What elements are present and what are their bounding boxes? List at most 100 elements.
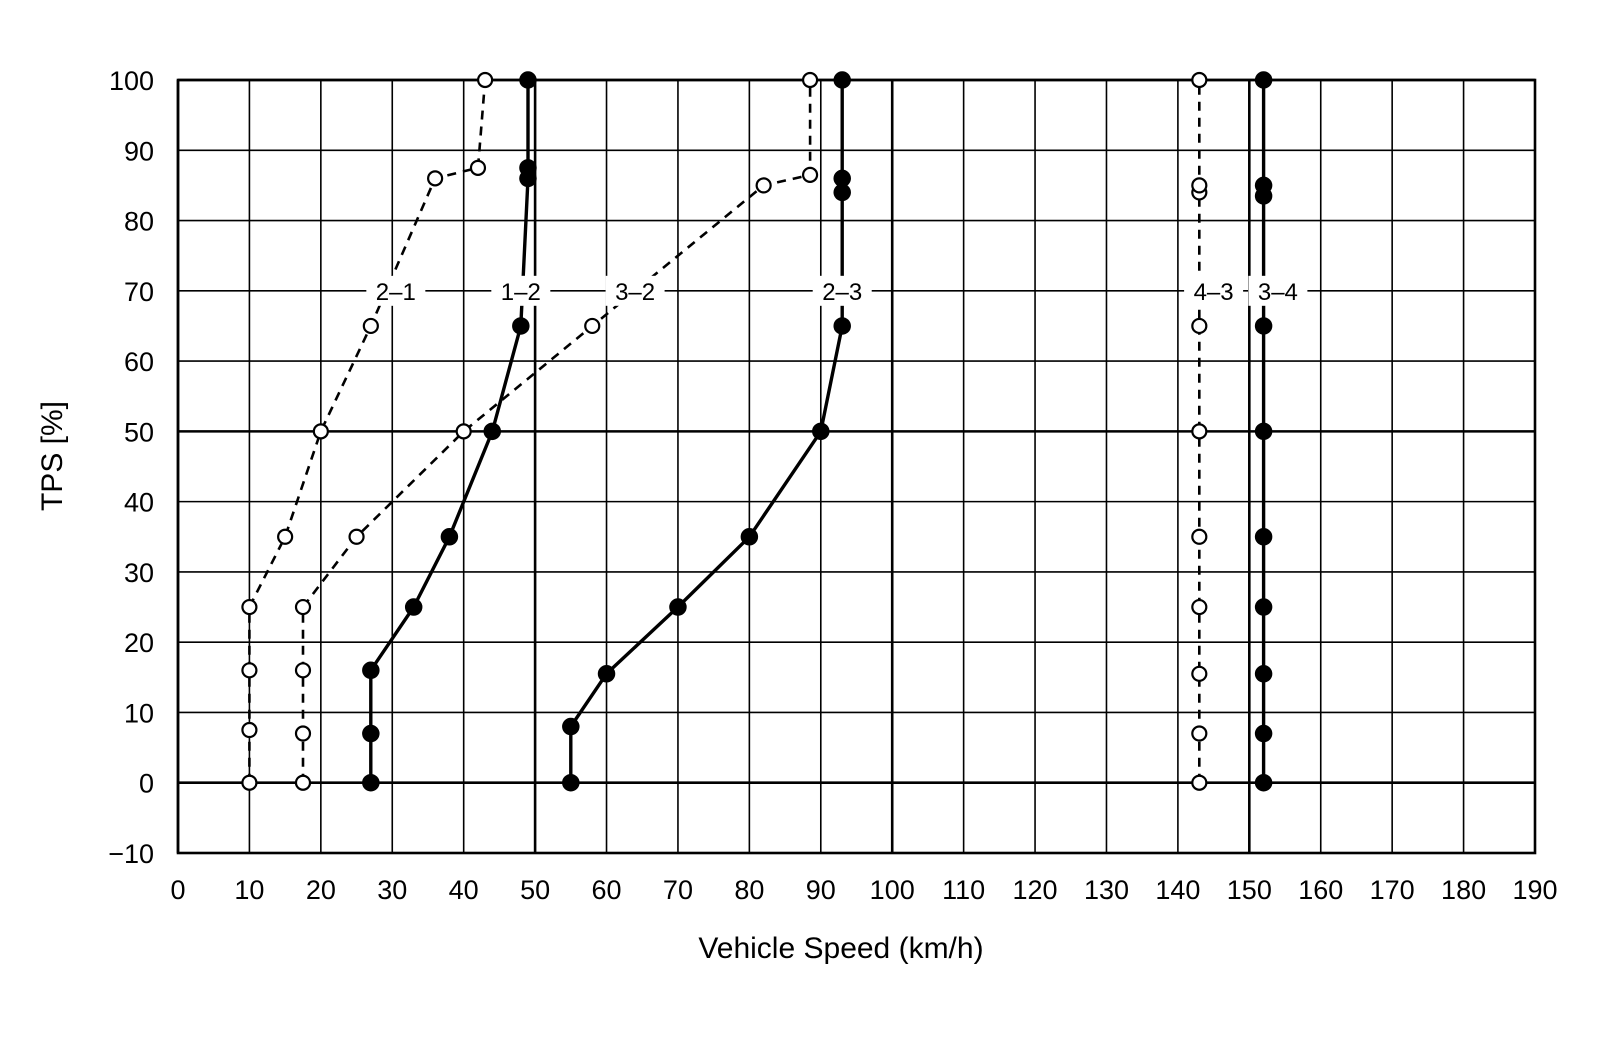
filled-data-point (1254, 317, 1273, 335)
open-data-point (469, 159, 487, 176)
series-label: 3–4 (1258, 279, 1298, 306)
open-data-point (362, 317, 379, 335)
x-tick-label: 150 (1227, 875, 1272, 905)
x-tick-label: 60 (592, 875, 622, 905)
open-data-point (241, 598, 258, 616)
x-tick-label: 20 (306, 875, 336, 905)
series-labels: 2–1 1–2 3–2 2–3 4–3 3–4 (366, 275, 1308, 306)
series-line (248, 79, 487, 783)
filled-data-point (483, 422, 502, 441)
x-tick-label: 70 (663, 875, 693, 905)
filled-data-point (519, 71, 537, 89)
open-data-point (1191, 71, 1208, 89)
open-data-point (1191, 423, 1208, 440)
open-data-point (1191, 774, 1208, 791)
filled-data-point (362, 724, 380, 743)
filled-data-point (562, 773, 580, 792)
series-label-background (605, 275, 665, 306)
x-tick-label: 140 (1155, 875, 1200, 905)
series-label: 3–2 (615, 279, 655, 306)
series-label-background (366, 275, 426, 306)
x-tick-label: 40 (449, 875, 479, 905)
x-tick-label: 100 (870, 875, 915, 905)
x-tick-label: 160 (1298, 875, 1343, 905)
x-tick-label: 10 (234, 875, 264, 905)
filled-data-point (1254, 71, 1273, 89)
filled-data-point (519, 159, 537, 177)
y-tick-label: 0 (139, 769, 154, 799)
x-tick-label: 190 (1512, 875, 1557, 905)
x-tick-label: 110 (942, 875, 985, 905)
y-tick-label: 70 (124, 277, 154, 307)
tick-labels: 0 10 20 30 40 50 60 70 80 90 100 110 120 130 140 150 160… (108, 66, 1557, 905)
open-data-point (755, 177, 772, 194)
filled-data-point (404, 598, 423, 616)
open-data-point (241, 774, 258, 791)
x-axis-title: Vehicle Speed (km/h) (698, 932, 983, 965)
open-data-point (241, 662, 258, 679)
plot-frame (176, 78, 1537, 855)
open-data-point (241, 721, 258, 739)
series-label-background (1184, 275, 1244, 306)
filled-data-point (740, 528, 759, 546)
filled-data-point (597, 665, 616, 683)
open-data-point (312, 423, 329, 440)
open-data-point (1191, 317, 1208, 335)
open-data-point (1191, 665, 1208, 682)
open-data-point (294, 662, 312, 679)
y-tick-label: 10 (124, 698, 154, 728)
grid (176, 78, 1537, 855)
y-tick-label: 30 (124, 558, 154, 588)
open-data-point (801, 166, 819, 183)
open-data-point (801, 71, 819, 89)
filled-data-point (1254, 665, 1273, 683)
x-tick-label: 0 (170, 875, 185, 905)
x-tick-label: 180 (1441, 875, 1486, 905)
x-tick-label: 30 (377, 875, 407, 905)
open-data-point (427, 170, 444, 187)
open-data-point (455, 423, 472, 440)
x-tick-label: 120 (1013, 875, 1058, 905)
filled-data-point (1254, 773, 1273, 792)
filled-data-point (1254, 176, 1273, 195)
x-tick-label: 80 (734, 875, 764, 905)
filled-data-point (362, 773, 380, 792)
open-data-point (1191, 528, 1208, 545)
open-data-point (294, 774, 312, 791)
y-tick-label: −10 (108, 839, 154, 869)
open-data-point (294, 725, 312, 742)
filled-data-point (1254, 598, 1273, 616)
filled-data-point (1254, 724, 1273, 743)
series-label-background (812, 275, 872, 306)
filled-data-point (833, 169, 851, 188)
filled-data-point (669, 598, 687, 616)
y-tick-label: 100 (109, 66, 154, 96)
filled-data-point (833, 71, 851, 89)
open-data-point (477, 71, 494, 89)
open-data-point (294, 598, 312, 616)
filled-data-point (440, 528, 459, 546)
series-label: 2–1 (376, 279, 416, 306)
series-line (301, 80, 812, 783)
open-data-point (1191, 177, 1208, 194)
y-axis-title: TPS [%] (36, 401, 69, 511)
y-tick-label: 20 (124, 628, 154, 658)
y-tick-label: 40 (124, 488, 154, 518)
x-tick-label: 170 (1370, 875, 1415, 905)
series-label: 4–3 (1194, 279, 1234, 306)
x-tick-label: 90 (806, 875, 836, 905)
open-data-point (1191, 598, 1208, 616)
open-data-point (277, 528, 294, 545)
filled-data-point (1254, 528, 1273, 546)
series-label-background (491, 275, 551, 306)
series-label: 1–2 (501, 279, 541, 306)
filled-data-point (812, 422, 830, 441)
y-tick-label: 60 (124, 347, 154, 377)
open-data-point (348, 528, 365, 545)
y-tick-label: 90 (124, 136, 154, 166)
x-tick-label: 50 (520, 875, 550, 905)
y-tick-label: 50 (124, 417, 154, 447)
series-label-background (1248, 275, 1308, 306)
